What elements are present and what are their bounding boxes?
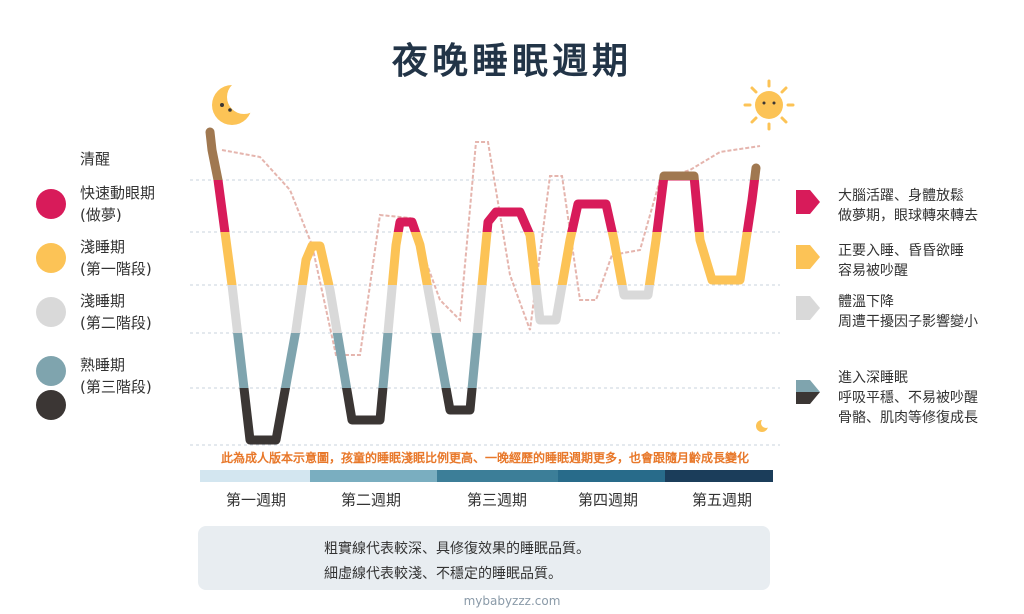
- rem-dot-icon: [36, 189, 66, 219]
- stage-label-line: 淺睡期: [80, 292, 126, 310]
- legend-solid-label: 粗實線代表較深、具修復效果的睡眠品質。: [324, 541, 590, 557]
- stage-label: 熟睡期 (第三階段): [80, 354, 152, 398]
- moon-icon: [212, 80, 261, 125]
- light2-dot-icon: [36, 297, 66, 327]
- axis-segment: [558, 470, 665, 482]
- deepest-dot-icon: [36, 390, 66, 420]
- light1-arrow-icon: [796, 245, 820, 269]
- axis-segment: [310, 470, 437, 482]
- stage-label: 淺睡期 (第二階段): [80, 290, 152, 334]
- stage-label-line: (做夢): [80, 206, 122, 224]
- tick-label: 第二週期: [340, 491, 401, 509]
- stage-label: 清醒: [80, 150, 111, 168]
- tick-label: 第三週期: [466, 491, 527, 509]
- stage-label-line: (第一階段): [80, 260, 152, 278]
- tick-label: 第四週期: [577, 491, 638, 509]
- desc-line: 做夢期，眼球轉來轉去: [838, 208, 978, 224]
- tick-label: 第一週期: [225, 491, 286, 509]
- small-moon-icon: [756, 418, 771, 432]
- legend-box: 粗實線代表較深、具修復效果的睡眠品質。 細虛線代表較淺、不穩定的睡眠品質。: [198, 526, 770, 590]
- stage-label-line: 熟睡期: [80, 356, 126, 374]
- cycle-axis-bar: [200, 470, 773, 482]
- page-title: 夜晚睡眠週期: [391, 41, 632, 82]
- light1-dot-icon: [36, 243, 66, 273]
- desc-line: 體溫下降: [838, 294, 894, 310]
- stage-label-line: (第三階段): [80, 378, 152, 396]
- tick-label: 第五週期: [691, 491, 752, 509]
- solid-sleep-line: [205, 127, 761, 445]
- axis-segment: [200, 470, 310, 482]
- desc-line: 骨骼、肌肉等修復成長: [838, 410, 978, 426]
- rem-arrow-icon: [796, 190, 820, 214]
- desc-line: 進入深睡眠: [838, 370, 908, 386]
- light2-arrow-icon: [796, 296, 820, 320]
- axis-segment: [437, 470, 558, 482]
- sun-icon: [743, 79, 795, 131]
- footer-url: mybabyzzz.com: [463, 594, 561, 608]
- desc-line: 呼吸平穩、不易被吵醒: [838, 390, 978, 406]
- stage-label: 快速動眼期 (做夢): [80, 182, 155, 226]
- desc-line: 周遭干擾因子影響變小: [838, 314, 978, 330]
- desc-line: 大腦活躍、身體放鬆: [838, 188, 964, 204]
- stage-label: 淺睡期 (第一階段): [80, 236, 152, 280]
- legend-dashed-label: 細虛線代表較淺、不穩定的睡眠品質。: [324, 566, 562, 582]
- stage-label-line: (第二階段): [80, 314, 152, 332]
- desc-line: 容易被吵醒: [838, 263, 908, 279]
- desc-line: 正要入睡、昏昏欲睡: [838, 243, 964, 259]
- chart-note: 此為成人版本示意圖，孩童的睡眠淺眠比例更高、一晚經歷的睡眠週期更多，也會跟隨月齡…: [220, 451, 749, 465]
- stage-label-line: 淺睡期: [80, 238, 126, 256]
- stage-label-line: 快速動眼期: [80, 184, 156, 202]
- deep-dot-icon: [36, 356, 66, 386]
- axis-segment: [665, 470, 773, 482]
- deep-arrow-icon: [796, 380, 820, 404]
